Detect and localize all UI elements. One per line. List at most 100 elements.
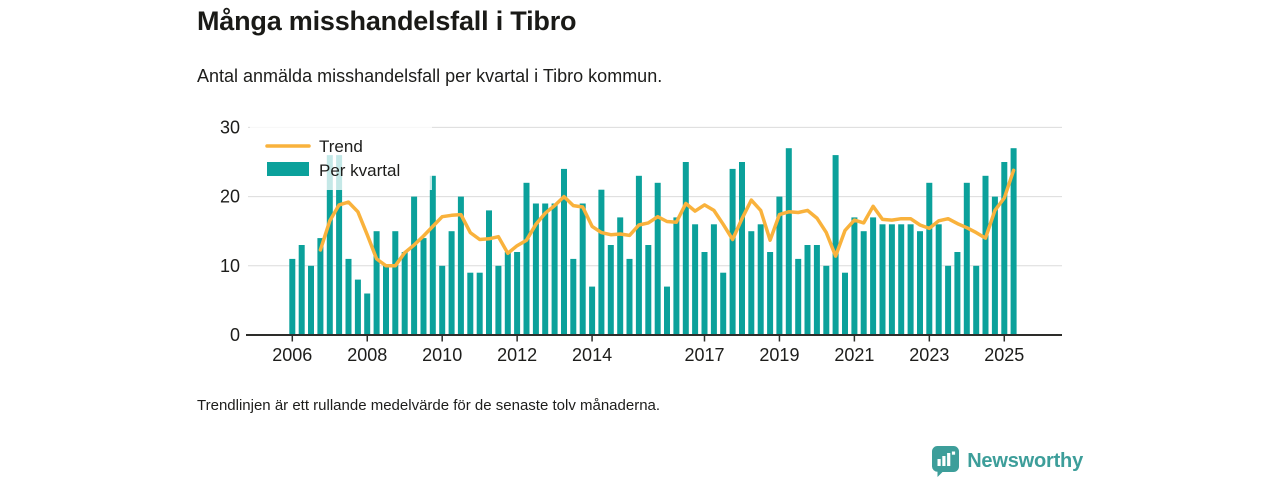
bar-2021-q3 — [870, 217, 877, 335]
bar-2008-q2 — [373, 231, 380, 335]
x-axis-label: 2006 — [272, 345, 312, 365]
bar-2008-q4 — [392, 231, 399, 335]
bar-2014-q2 — [598, 189, 605, 335]
bar-2016-q4 — [692, 224, 699, 335]
bar-2012-q4 — [542, 203, 549, 335]
bar-2020-q4 — [842, 272, 848, 335]
bar-2007-q3 — [345, 258, 352, 335]
bar-2022-q2 — [898, 224, 905, 335]
bar-2017-q3 — [720, 272, 727, 335]
newsworthy-logo-icon — [932, 446, 960, 477]
bar-2018-q3 — [757, 224, 764, 335]
bar-2020-q3 — [832, 155, 839, 335]
bar-2017-q1 — [701, 252, 708, 335]
bar-2017-q2 — [710, 224, 717, 335]
bar-2007-q4 — [354, 279, 361, 335]
bar-2020-q1 — [813, 245, 820, 335]
bar-2009-q4 — [429, 175, 436, 335]
bar-2009-q3 — [420, 238, 427, 335]
bar-2023-q1 — [926, 182, 933, 335]
bar-2013-q3 — [570, 258, 577, 335]
y-axis-label: 20 — [220, 187, 240, 207]
bar-2021-q1 — [851, 217, 858, 335]
y-axis-label: 30 — [220, 117, 240, 137]
bar-2016-q2 — [673, 217, 680, 335]
x-axis-label: 2025 — [984, 345, 1024, 365]
x-axis-label: 2014 — [572, 345, 612, 365]
legend-background — [250, 123, 432, 190]
bar-2024-q3 — [982, 175, 989, 335]
bar-2009-q1 — [401, 252, 408, 335]
newsworthy-logo: Newsworthy — [932, 446, 1083, 477]
bar-2013-q1 — [551, 203, 558, 335]
bar-2014-q1 — [589, 286, 596, 335]
bar-2019-q4 — [804, 245, 811, 335]
legend-bar-swatch — [267, 162, 309, 176]
bar-2010-q1 — [439, 265, 446, 335]
bar-2011-q3 — [495, 265, 502, 335]
bar-2011-q2 — [486, 210, 492, 335]
x-axis-label: 2008 — [347, 345, 387, 365]
bar-2006-q3 — [308, 265, 314, 335]
bar-2008-q1 — [364, 293, 371, 335]
legend-bar-label: Per kvartal — [319, 161, 400, 180]
bar-2009-q2 — [411, 196, 418, 335]
bar-2006-q2 — [298, 245, 305, 335]
y-axis-label: 10 — [220, 256, 240, 276]
bar-2018-q2 — [748, 231, 755, 335]
bar-2020-q2 — [823, 265, 830, 335]
bar-2012-q1 — [514, 252, 521, 335]
bar-2025-q2 — [1010, 148, 1017, 335]
bar-2013-q4 — [579, 203, 586, 335]
x-axis-label: 2017 — [684, 345, 724, 365]
bar-2015-q1 — [626, 258, 633, 335]
bar-2021-q4 — [879, 224, 886, 335]
bar-2022-q4 — [917, 231, 923, 335]
bar-2023-q3 — [945, 265, 952, 335]
bar-2019-q1 — [776, 196, 783, 335]
bar-2019-q3 — [795, 258, 802, 335]
bar-2007-q1 — [326, 155, 333, 335]
x-axis-label: 2023 — [909, 345, 949, 365]
bar-2024-q4 — [991, 196, 998, 335]
bar-2016-q3 — [682, 162, 689, 335]
bar-2016-q1 — [664, 286, 670, 335]
bar-2021-q2 — [860, 231, 867, 335]
bar-2014-q3 — [607, 245, 614, 335]
bar-2010-q4 — [467, 272, 474, 335]
bar-2018-q4 — [767, 252, 774, 335]
bar-2023-q2 — [935, 224, 942, 335]
page-title: Många misshandelsfall i Tibro — [197, 6, 577, 36]
bar-2015-q4 — [654, 182, 661, 335]
x-axis-label: 2019 — [759, 345, 799, 365]
bar-2018-q1 — [739, 162, 745, 335]
bar-2007-q2 — [336, 155, 343, 335]
bar-2010-q2 — [448, 231, 455, 335]
chart-subtitle: Antal anmälda misshandelsfall per kvarta… — [197, 66, 663, 86]
x-axis-label: 2021 — [834, 345, 874, 365]
bar-2012-q3 — [532, 203, 539, 335]
bar-2015-q2 — [635, 175, 642, 335]
legend-trend-label: Trend — [319, 137, 363, 156]
bar-2010-q3 — [457, 196, 464, 335]
trend-line — [318, 168, 1016, 268]
bar-2025-q1 — [1001, 162, 1008, 335]
bar-2006-q4 — [317, 238, 324, 335]
x-axis-label: 2010 — [422, 345, 462, 365]
bar-2013-q2 — [561, 168, 567, 335]
bar-2019-q2 — [785, 148, 792, 335]
trend-footnote: Trendlinjen är ett rullande medelvärde f… — [197, 397, 661, 414]
bar-2023-q4 — [954, 252, 961, 335]
bar-2012-q2 — [523, 182, 530, 335]
bar-2015-q3 — [645, 245, 652, 335]
bar-2017-q4 — [729, 168, 736, 335]
bar-2024-q1 — [963, 182, 970, 335]
bar-2022-q1 — [888, 224, 895, 335]
bar-2024-q2 — [973, 265, 980, 335]
bar-2014-q4 — [617, 217, 624, 335]
bar-2011-q1 — [476, 272, 483, 335]
bar-2022-q3 — [907, 224, 914, 335]
y-axis-label: 0 — [230, 325, 240, 345]
